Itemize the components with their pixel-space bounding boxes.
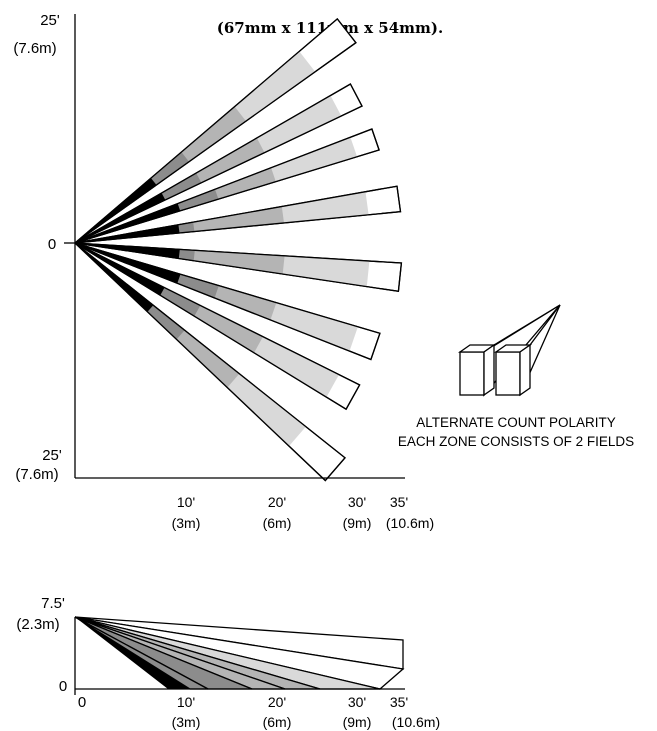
top-view	[74, 17, 403, 482]
top-x-tick-9m: (9m)	[343, 515, 372, 531]
beam-5-outline	[74, 242, 403, 293]
side-x-tick-9m: (9m)	[343, 714, 372, 730]
side-x-zero-label: 0	[78, 694, 86, 711]
legend-line-2: EACH ZONE CONSISTS OF 2 FIELDS	[398, 434, 634, 449]
top-x-tick-30ft: 30'	[348, 494, 366, 510]
beam-3-outline	[74, 128, 380, 244]
top-x-tick-35ft: 35'	[390, 494, 408, 510]
beam-8-outline	[74, 242, 346, 482]
top-view-fan	[74, 17, 403, 482]
side-y-zero-label: 0	[59, 678, 67, 695]
beam-8-zone-4	[75, 243, 154, 312]
side-y-top-metric: (2.3m)	[16, 616, 59, 633]
side-x-tick-30ft: 30'	[348, 694, 366, 710]
legend-line-1: ALTERNATE COUNT POLARITY	[416, 415, 616, 430]
side-x-tick-6m: (6m)	[263, 714, 292, 730]
top-y-bottom-label: 25'	[42, 447, 62, 464]
top-x-tick-20ft: 20'	[268, 494, 286, 510]
side-x-tick-10ft: 10'	[177, 694, 195, 710]
top-x-tick-10ft: 10'	[177, 494, 195, 510]
range-band-dark	[75, 169, 223, 316]
top-x-tick-6m: (6m)	[263, 515, 292, 531]
dual-field-icon	[457, 304, 561, 397]
side-x-tick-35ft: 35'	[390, 694, 408, 710]
side-y-top-label: 7.5'	[41, 595, 65, 612]
side-band-black	[75, 617, 190, 689]
beam-4-outline	[74, 185, 402, 244]
top-x-tick-3m: (3m)	[172, 515, 201, 531]
top-y-mid-label: 0	[48, 236, 56, 253]
side-x-tick-20ft: 20'	[268, 694, 286, 710]
side-x-tick-3m: (3m)	[172, 714, 201, 730]
top-x-tick-10-6m: (10.6m)	[386, 515, 434, 531]
side-view	[74, 616, 405, 690]
top-y-top-label: 25'	[40, 12, 60, 29]
side-x-tick-10-6m: (10.6m)	[392, 714, 440, 730]
beam-7-outline	[74, 242, 361, 411]
beam-2-outline	[74, 83, 363, 244]
beam-6-outline	[74, 242, 381, 361]
top-x-tick-labels: 10' (3m) 20' (6m) 30' (9m) 35' (10.6m)	[172, 494, 435, 531]
top-y-top-metric: (7.6m)	[13, 40, 56, 57]
beam-1-outline	[74, 17, 357, 244]
side-x-tick-labels: 10' (3m) 20' (6m) 30' (9m) 35' (10.6m)	[172, 694, 441, 730]
beam-1-zone-4	[75, 178, 157, 243]
top-y-bottom-metric: (7.6m)	[15, 466, 58, 483]
